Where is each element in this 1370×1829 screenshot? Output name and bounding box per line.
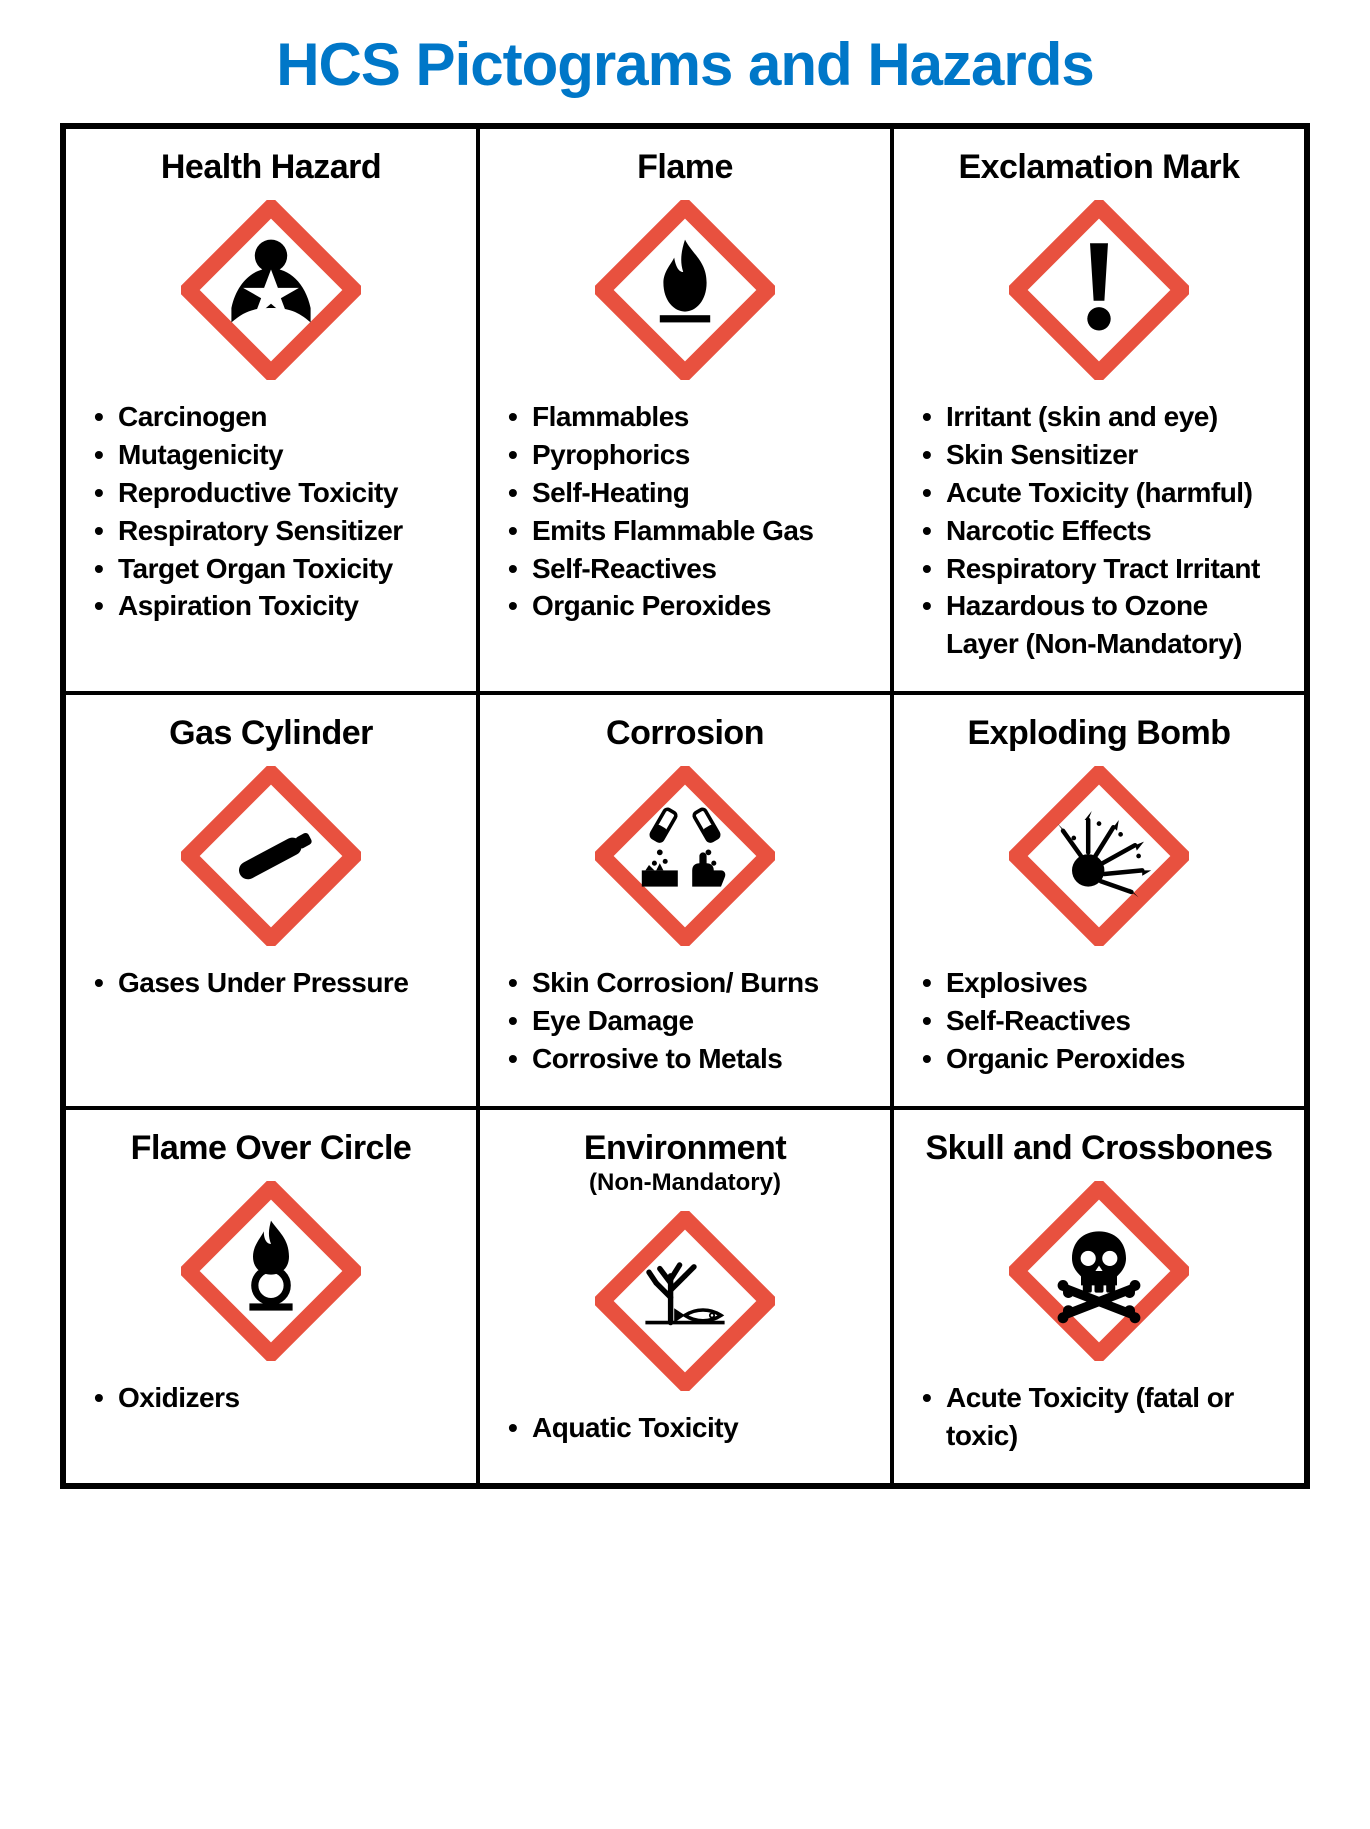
pictogram-cell: Corrosion Skin Corrosion/ BurnsEye Damage… <box>478 693 892 1108</box>
pictogram-wrap <box>1009 200 1189 380</box>
environment-icon <box>595 1211 775 1391</box>
pictogram-cell: Environment(Non-Mandatory) Aquatic Toxici… <box>478 1108 892 1485</box>
pictogram-cell: Gas Cylinder Gases Under Pressure <box>64 693 478 1108</box>
hazard-list: ExplosivesSelf-ReactivesOrganic Peroxide… <box>918 964 1280 1077</box>
exploding-bomb-icon <box>1009 766 1189 946</box>
hazard-item: Aspiration Toxicity <box>94 587 452 625</box>
page-title: HCS Pictograms and Hazards <box>60 30 1310 99</box>
hazard-item: Explosives <box>922 964 1280 1002</box>
hazard-item: Eye Damage <box>508 1002 866 1040</box>
hazard-item: Gases Under Pressure <box>94 964 452 1002</box>
pictogram-grid: Health Hazard CarcinogenMutagenicityRepro… <box>60 123 1310 1489</box>
pictogram-cell: Flame FlammablesPyrophoricsSelf-HeatingEm… <box>478 127 892 693</box>
hazard-item: Irritant (skin and eye) <box>922 398 1280 436</box>
hazard-list: Aquatic Toxicity <box>504 1409 866 1447</box>
health-hazard-icon <box>181 200 361 380</box>
hazard-item: Skin Sensitizer <box>922 436 1280 474</box>
cell-title: Exploding Bomb <box>967 715 1230 752</box>
cell-title: Environment <box>584 1130 786 1167</box>
hazard-item: Skin Corrosion/ Burns <box>508 964 866 1002</box>
hazard-item: Respiratory Sensitizer <box>94 512 452 550</box>
hazard-item: Self-Reactives <box>922 1002 1280 1040</box>
hazard-item: Self-Reactives <box>508 550 866 588</box>
cell-title: Skull and Crossbones <box>925 1130 1272 1167</box>
hazard-item: Pyrophorics <box>508 436 866 474</box>
pictogram-cell: Exclamation Mark Irritant (skin and eye)S… <box>892 127 1306 693</box>
hazard-item: Corrosive to Metals <box>508 1040 866 1078</box>
hazard-item: Respiratory Tract Irritant <box>922 550 1280 588</box>
hazard-list: Gases Under Pressure <box>90 964 452 1002</box>
hazard-item: Flammables <box>508 398 866 436</box>
hazard-item: Narcotic Effects <box>922 512 1280 550</box>
hazard-item: Oxidizers <box>94 1379 452 1417</box>
gas-cylinder-icon <box>181 766 361 946</box>
hazard-item: Mutagenicity <box>94 436 452 474</box>
cell-title: Flame Over Circle <box>131 1130 412 1167</box>
hazard-item: Hazardous to Ozone Layer (Non-Mandatory) <box>922 587 1280 663</box>
pictogram-wrap <box>181 1181 361 1361</box>
cell-title: Gas Cylinder <box>169 715 373 752</box>
hazard-item: Acute Toxicity (harmful) <box>922 474 1280 512</box>
hazard-item: Organic Peroxides <box>508 587 866 625</box>
pictogram-cell: Flame Over Circle Oxidizers <box>64 1108 478 1485</box>
pictogram-cell: Health Hazard CarcinogenMutagenicityRepro… <box>64 127 478 693</box>
exclamation-icon <box>1009 200 1189 380</box>
hazard-item: Self-Heating <box>508 474 866 512</box>
hazard-list: Acute Toxicity (fatal or toxic) <box>918 1379 1280 1455</box>
cell-title: Flame <box>637 149 733 186</box>
flame-icon <box>595 200 775 380</box>
pictogram-wrap <box>595 1211 775 1391</box>
hazard-item: Organic Peroxides <box>922 1040 1280 1078</box>
hazard-item: Acute Toxicity (fatal or toxic) <box>922 1379 1280 1455</box>
hazard-item: Aquatic Toxicity <box>508 1409 866 1447</box>
hazard-item: Carcinogen <box>94 398 452 436</box>
pictogram-wrap <box>595 766 775 946</box>
hazard-item: Target Organ Toxicity <box>94 550 452 588</box>
cell-title: Exclamation Mark <box>958 149 1239 186</box>
pictogram-wrap <box>181 766 361 946</box>
pictogram-cell: Exploding Bomb ExplosivesSelf-ReactivesOr… <box>892 693 1306 1108</box>
flame-over-circle-icon <box>181 1181 361 1361</box>
pictogram-wrap <box>181 200 361 380</box>
hazard-list: Oxidizers <box>90 1379 452 1417</box>
pictogram-cell: Skull and Crossbones Acute Toxicity (fata… <box>892 1108 1306 1485</box>
cell-title: Health Hazard <box>161 149 381 186</box>
hazard-list: Skin Corrosion/ BurnsEye DamageCorrosive… <box>504 964 866 1077</box>
skull-crossbones-icon <box>1009 1181 1189 1361</box>
hazard-item: Emits Flammable Gas <box>508 512 866 550</box>
hazard-list: Irritant (skin and eye)Skin SensitizerAc… <box>918 398 1280 663</box>
hazard-item: Reproductive Toxicity <box>94 474 452 512</box>
hazard-list: FlammablesPyrophoricsSelf-HeatingEmits F… <box>504 398 866 625</box>
pictogram-wrap <box>1009 1181 1189 1361</box>
pictogram-wrap <box>1009 766 1189 946</box>
corrosion-icon <box>595 766 775 946</box>
pictogram-wrap <box>595 200 775 380</box>
cell-title: Corrosion <box>606 715 764 752</box>
cell-subtitle: (Non-Mandatory) <box>589 1169 781 1197</box>
hazard-list: CarcinogenMutagenicityReproductive Toxic… <box>90 398 452 625</box>
